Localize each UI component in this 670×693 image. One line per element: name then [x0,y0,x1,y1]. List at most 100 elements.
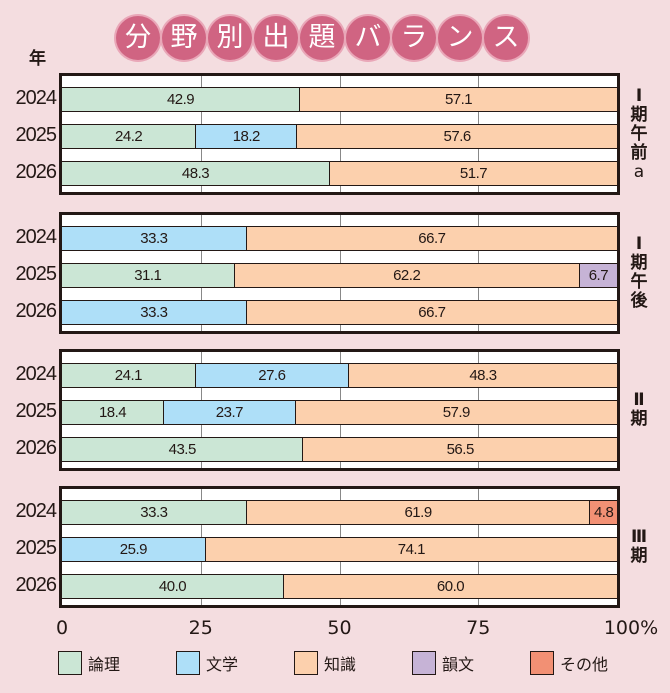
year-label: 2026 [15,300,58,322]
chart-panel: 24.1 27.6 48.3 18.4 23.7 57.9 43.5 56.5 [59,349,620,471]
bar-segment-知識: 66.7 [246,301,617,324]
year-label: 2024 [15,226,58,248]
period-label-char: 前 [630,142,648,163]
bar-segment-論理: 43.5 [62,438,304,461]
period-label-char: 期 [630,546,648,566]
period-label-char: Ⅲ [630,527,648,547]
stacked-bar: 31.1 62.2 6.7 [62,263,617,288]
title-char: ン [438,16,482,60]
title-char: 出 [254,16,298,60]
stacked-bar: 33.3 66.7 [62,300,617,325]
legend-label: 韻文 [442,655,475,674]
bar-segment-知識: 62.2 [234,264,580,287]
bar-segment-論理: 18.4 [62,401,165,424]
legend-item: 韻文 [412,651,530,675]
legend-swatch [294,651,318,675]
legend-item: 知識 [294,651,412,675]
bar-segment-その他: 4.8 [590,501,617,524]
bar-segment-知識: 48.3 [348,364,617,387]
chart-panel: 42.9 57.1 24.2 18.2 57.6 48.3 51.7 [59,73,620,195]
legend: 論理 文学 知識 韻文 その他 [58,651,648,675]
chart-panel: 33.3 61.9 4.8 25.9 74.1 40.0 60.0 [59,486,620,608]
bar-segment-論理: 31.1 [62,264,235,287]
period-label-char: 午 [630,272,648,292]
legend-swatch [530,651,554,675]
period-label-char: 後 [630,291,648,311]
title-char: ラ [392,16,436,60]
period-label-char: 期 [630,409,648,429]
year-label: 2025 [15,537,58,559]
x-tick-label: 0 [55,617,69,639]
stacked-bar: 48.3 51.7 [62,161,617,186]
y-axis-label: 年 [29,49,46,69]
legend-swatch [176,651,200,675]
legend-item: その他 [530,651,648,675]
legend-swatch [412,651,436,675]
bar-segment-論理: 24.2 [62,125,197,148]
period-label-char: Ⅰ [635,234,643,254]
title-char: 別 [208,16,252,60]
bar-segment-知識: 57.9 [295,401,617,424]
bar-segment-知識: 56.5 [303,438,617,461]
bar-segment-知識: 57.1 [300,88,617,111]
stacked-bar: 33.3 66.7 [62,226,617,251]
chart-title: 分野別出題バランス [116,16,528,62]
x-tick-label: 25 [188,617,213,639]
bar-segment-論理: 24.1 [62,364,196,387]
legend-label: 論理 [88,655,121,674]
stacked-bar: 18.4 23.7 57.9 [62,400,617,425]
bar-segment-知識: 61.9 [246,501,591,524]
title-char: バ [346,16,390,60]
year-label: 2026 [15,437,58,459]
bar-segment-知識: 60.0 [284,575,617,598]
year-label: 2024 [15,500,58,522]
legend-item: 文学 [176,651,294,675]
chart-panel: 33.3 66.7 31.1 62.2 6.7 33.3 66.7 [59,212,620,334]
legend-label: その他 [560,655,609,674]
year-label: 2025 [15,124,58,146]
stacked-bar: 24.2 18.2 57.6 [62,124,617,149]
bar-segment-知識: 57.6 [297,125,617,148]
year-label: 2026 [15,161,58,183]
stacked-bar: 24.1 27.6 48.3 [62,363,617,388]
bar-segment-韻文: 6.7 [579,264,617,287]
bar-segment-論理: 48.3 [62,162,331,185]
bar-segment-文学: 23.7 [164,401,296,424]
bar-segment-論理: 42.9 [62,88,301,111]
year-label: 2025 [15,263,58,285]
bar-segment-知識: 74.1 [205,538,617,561]
year-label: 2026 [15,574,58,596]
bar-segment-文学: 27.6 [195,364,349,387]
legend-label: 知識 [324,655,357,674]
bar-segment-論理: 33.3 [62,501,247,524]
period-label-char: a [633,161,645,182]
bar-segment-文学: 33.3 [62,227,247,250]
stacked-bar: 33.3 61.9 4.8 [62,500,617,525]
title-char: 題 [300,16,344,60]
stacked-bar: 42.9 57.1 [62,87,617,112]
legend-item: 論理 [58,651,176,675]
stacked-bar: 40.0 60.0 [62,574,617,599]
x-tick-label: 75 [466,617,491,639]
period-label-char: Ⅰ [635,85,643,106]
year-label: 2024 [15,87,58,109]
legend-swatch [58,651,82,675]
period-label-char: Ⅱ [633,390,645,410]
legend-label: 文学 [206,655,239,674]
bar-segment-文学: 33.3 [62,301,247,324]
period-label-char: 午 [630,123,648,144]
bar-segment-文学: 25.9 [62,538,206,561]
title-char: 野 [162,16,206,60]
x-tick-label: 100% [603,617,659,639]
x-tick-label: 50 [327,617,352,639]
year-label: 2024 [15,363,58,385]
title-char: ス [484,16,528,60]
bar-segment-知識: 66.7 [246,227,617,250]
bar-segment-文学: 18.2 [196,125,298,148]
stacked-bar: 43.5 56.5 [62,437,617,462]
bar-segment-知識: 51.7 [330,162,617,185]
